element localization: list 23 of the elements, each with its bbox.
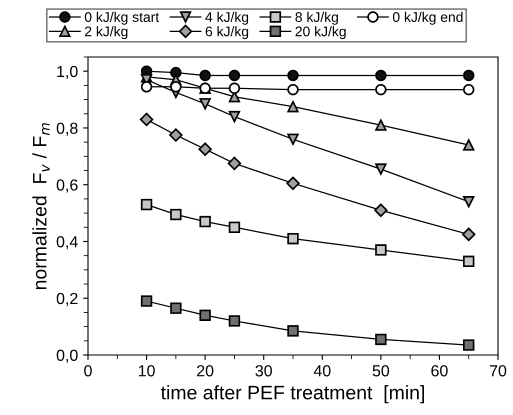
x-tick-label: 70 bbox=[490, 365, 506, 376]
x-tick-label: 10 bbox=[138, 365, 155, 376]
legend-label: 0 kJ/kg end bbox=[392, 12, 463, 25]
y-tick-label: 0,4 bbox=[56, 236, 78, 250]
legend-label: 6 kJ/kg bbox=[206, 26, 248, 40]
x-tick-label: 0 bbox=[84, 365, 92, 376]
y-tick-label: 1,0 bbox=[57, 66, 78, 80]
x-tick-label: 30 bbox=[255, 365, 272, 376]
y-tick-label: 0,2 bbox=[56, 292, 78, 306]
y-axis-title: normalized F$_{v}$ / F$_{m}$ bbox=[32, 123, 50, 290]
x-tick-label: 40 bbox=[314, 365, 331, 376]
x-axis-title: time after PEF treatment [min] bbox=[160, 385, 424, 404]
legend-label: 2 kJ/kg bbox=[85, 26, 128, 40]
legend-label: 8 kJ/kg bbox=[295, 12, 338, 25]
legend-label: 4 kJ/kg bbox=[205, 12, 248, 25]
y-tick-label: 0,8 bbox=[56, 122, 78, 136]
y-tick-label: 0,6 bbox=[56, 179, 78, 193]
legend-label: 20 kJ/kg bbox=[296, 26, 346, 40]
legend-label: 0 kJ/kg start bbox=[84, 12, 160, 25]
x-tick-label: 20 bbox=[197, 365, 214, 376]
x-tick-label: 60 bbox=[431, 365, 448, 376]
y-tick-label: 0,0 bbox=[56, 350, 78, 363]
x-tick-label: 50 bbox=[372, 365, 390, 376]
